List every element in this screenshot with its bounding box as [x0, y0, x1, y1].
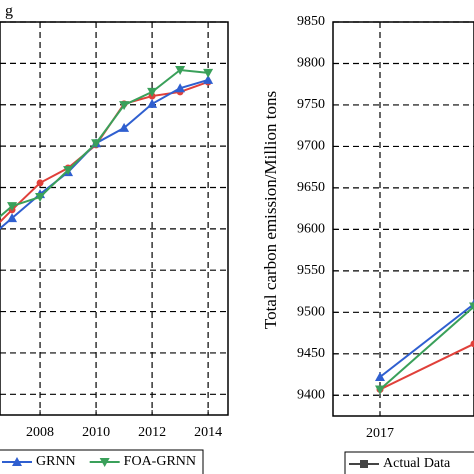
marker	[375, 372, 385, 382]
legend-label: FOA-GRNN	[124, 454, 196, 469]
x-tick-label: 2010	[82, 425, 110, 440]
legend-label: Actual Data	[383, 456, 451, 471]
plot-frame	[0, 21, 229, 416]
marker	[119, 101, 130, 111]
marker	[36, 179, 44, 187]
legend-box	[344, 451, 474, 474]
x-tick-label: 2014	[194, 425, 222, 440]
legend-marker	[12, 457, 22, 466]
plot-area	[0, 65, 214, 230]
marker	[175, 65, 186, 75]
marker	[203, 68, 214, 78]
x-tick-label: 2012	[138, 425, 166, 440]
chart-title: g	[5, 3, 13, 20]
legend-label: GRNN	[36, 454, 76, 469]
marker	[35, 192, 46, 202]
series-line	[379, 303, 474, 378]
y-tick-label: 9400	[297, 387, 325, 402]
marker	[91, 139, 102, 149]
y-tick-label: 9500	[297, 305, 325, 320]
y-tick-label: 9700	[297, 139, 325, 154]
plot-area	[375, 299, 474, 395]
marker	[147, 98, 158, 108]
legend-marker	[360, 460, 368, 468]
x-tick-label: 2008	[26, 425, 54, 440]
y-tick-label: 9550	[297, 263, 325, 278]
marker	[7, 202, 18, 212]
plot-frame	[332, 21, 474, 417]
y-tick-label: 9600	[297, 222, 325, 237]
y-axis-label: Total carbon emission/Million tons	[261, 91, 280, 329]
y-tick-label: 9850	[297, 14, 325, 29]
legend-marker	[99, 458, 110, 467]
marker	[469, 302, 474, 312]
y-tick-label: 9650	[297, 180, 325, 195]
y-tick-label: 9750	[297, 97, 325, 112]
series-line	[379, 342, 474, 391]
y-tick-label: 9800	[297, 56, 325, 71]
marker	[470, 340, 474, 348]
marker	[63, 166, 74, 176]
y-tick-label: 9450	[297, 346, 325, 361]
series-line	[379, 305, 474, 391]
series-line	[0, 81, 209, 224]
x-tick-label: 2017	[366, 426, 394, 441]
marker	[175, 83, 186, 93]
marker	[147, 87, 158, 97]
series-line	[0, 68, 209, 218]
marker	[375, 385, 385, 395]
marker	[7, 213, 18, 223]
marker	[119, 122, 130, 132]
marker	[203, 74, 214, 84]
